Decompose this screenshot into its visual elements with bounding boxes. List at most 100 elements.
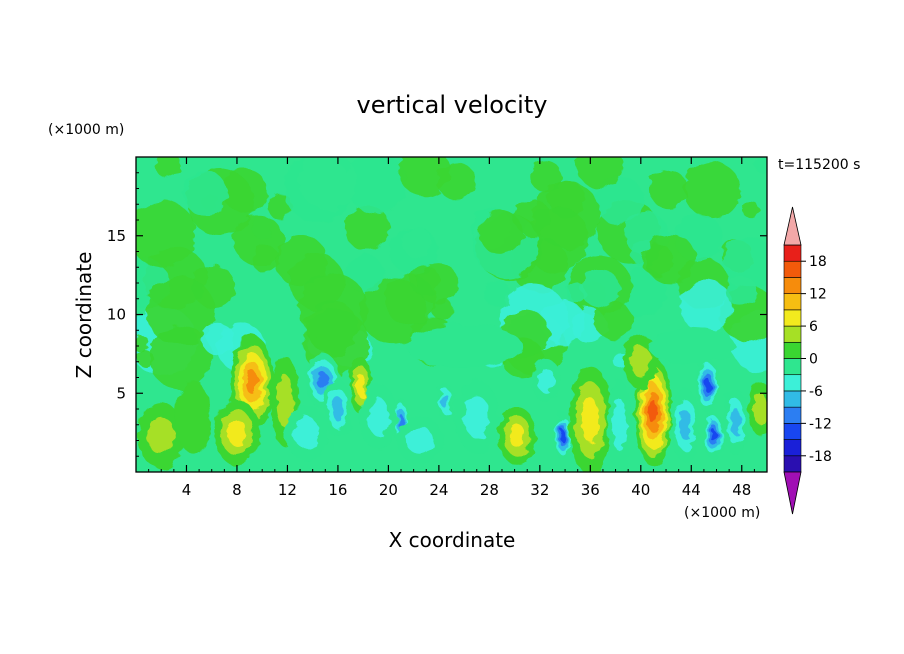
contour-level bbox=[678, 409, 691, 440]
contour-level bbox=[398, 414, 404, 430]
noise-cell bbox=[754, 157, 767, 174]
velocity-field bbox=[136, 157, 767, 472]
noise-cell bbox=[576, 157, 623, 188]
contour-level bbox=[175, 380, 211, 454]
noise-cell bbox=[344, 205, 391, 252]
colorbar-segment bbox=[783, 358, 802, 376]
noise-cell bbox=[136, 350, 154, 367]
x-tick-label: 44 bbox=[682, 481, 701, 499]
contour-level bbox=[441, 393, 449, 409]
noise-cell bbox=[182, 170, 228, 216]
colorbar-segment bbox=[783, 406, 802, 424]
contour-level bbox=[537, 367, 555, 394]
noise-cell bbox=[390, 226, 439, 276]
colorbar-segment bbox=[783, 244, 802, 262]
x-tick-label: 8 bbox=[232, 481, 242, 499]
noise-cell bbox=[201, 322, 234, 355]
colorbar-segment bbox=[783, 341, 802, 359]
noise-cell bbox=[594, 301, 633, 340]
contour-level bbox=[753, 393, 767, 425]
noise-cell bbox=[136, 334, 149, 352]
contour-level bbox=[630, 345, 651, 378]
colorbar-tick-label: -6 bbox=[809, 384, 823, 400]
noise-cell bbox=[398, 157, 450, 197]
colorbar: 18 12 6 0 -6 -12 -18 bbox=[783, 206, 832, 515]
contour-level bbox=[276, 374, 294, 428]
colorbar-under-arrow bbox=[783, 471, 802, 515]
colorbar-segment bbox=[783, 277, 802, 294]
colorbar-over-arrow bbox=[783, 206, 802, 246]
contour-level bbox=[711, 429, 717, 442]
colorbar-segment bbox=[783, 390, 802, 408]
noise-cell bbox=[233, 215, 284, 266]
contour-level bbox=[649, 400, 658, 425]
contour-level bbox=[227, 419, 247, 447]
x-tick-label: 16 bbox=[328, 481, 347, 499]
contour-level bbox=[293, 416, 320, 449]
x-tick-label: 12 bbox=[278, 481, 297, 499]
colorbar-segment bbox=[783, 325, 802, 343]
colorbar-tick-label: 0 bbox=[809, 352, 818, 368]
noise-cell bbox=[722, 236, 767, 290]
noise-cell bbox=[513, 198, 551, 236]
noise-cell bbox=[641, 243, 674, 276]
contour-level bbox=[367, 397, 390, 436]
noise-cell bbox=[416, 262, 459, 304]
noise-cell bbox=[136, 200, 197, 268]
feature-layer bbox=[138, 324, 767, 472]
colorbar-segment bbox=[783, 293, 802, 311]
x-unit-label: (×1000 m) bbox=[684, 505, 760, 521]
noise-cell bbox=[595, 176, 644, 225]
contour-level bbox=[317, 372, 329, 390]
noise-cell bbox=[155, 157, 181, 179]
x-tick-label: 40 bbox=[631, 481, 650, 499]
colorbar-tick-label: -12 bbox=[809, 416, 832, 432]
x-axis-ticks: 4 8 12 16 20 24 28 32 36 40 44 48 bbox=[148, 157, 755, 499]
y-tick-label: 10 bbox=[107, 306, 126, 324]
colorbar-segment bbox=[783, 455, 802, 473]
noise-cell bbox=[580, 268, 620, 308]
contour-level bbox=[647, 327, 735, 365]
contour-level bbox=[406, 324, 523, 368]
noise-cell bbox=[275, 235, 328, 288]
noise-cell bbox=[431, 298, 454, 321]
y-unit-label: (×1000 m) bbox=[48, 122, 124, 138]
noise-cell bbox=[145, 276, 215, 346]
colorbar-segment bbox=[783, 439, 802, 457]
contour-level bbox=[356, 373, 365, 398]
colorbar-tick-label: 12 bbox=[809, 287, 827, 303]
contour-level bbox=[246, 370, 258, 395]
y-axis-ticks: 5 10 15 bbox=[107, 172, 767, 457]
contour-level bbox=[406, 426, 434, 455]
x-tick-label: 32 bbox=[530, 481, 549, 499]
colorbar-segment bbox=[783, 260, 802, 278]
y-tick-label: 5 bbox=[116, 384, 126, 402]
x-tick-label: 48 bbox=[732, 481, 751, 499]
colorbar-segment bbox=[783, 423, 802, 440]
noise-cell bbox=[680, 279, 733, 333]
y-tick-label: 15 bbox=[107, 227, 126, 245]
y-axis-label: Z coordinate bbox=[72, 252, 96, 379]
contour-level bbox=[509, 423, 525, 448]
time-label: t=115200 s bbox=[778, 157, 860, 173]
contour-level bbox=[331, 397, 344, 421]
colorbar-tick-label: 6 bbox=[809, 319, 818, 335]
contour-level bbox=[612, 398, 627, 452]
noise-cell bbox=[284, 157, 351, 223]
noise-cell bbox=[683, 161, 741, 219]
chart-title: vertical velocity bbox=[357, 91, 548, 119]
colorbar-tick-label: 18 bbox=[809, 254, 827, 270]
contour-level bbox=[464, 395, 490, 439]
contour-level bbox=[730, 408, 741, 436]
contour-level bbox=[581, 397, 600, 443]
x-axis-label: X coordinate bbox=[389, 528, 516, 552]
noise-cell bbox=[648, 169, 687, 208]
x-tick-label: 24 bbox=[429, 481, 448, 499]
contour-level bbox=[704, 378, 711, 393]
noise-cell bbox=[483, 280, 511, 307]
x-tick-label: 36 bbox=[581, 481, 600, 499]
noise-cell bbox=[478, 210, 523, 255]
contour-level bbox=[560, 429, 565, 442]
noise-cell bbox=[149, 326, 213, 390]
